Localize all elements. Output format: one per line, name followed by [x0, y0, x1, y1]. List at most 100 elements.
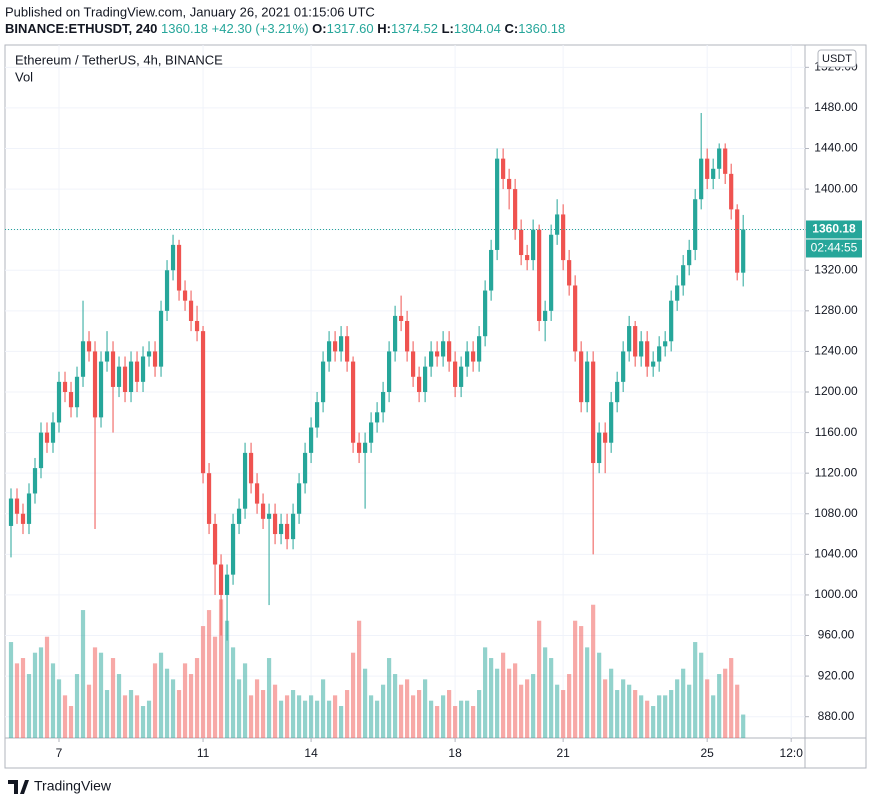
volume-bar — [681, 668, 686, 738]
volume-bar — [597, 652, 602, 738]
candle-body — [398, 315, 404, 321]
candle-body — [585, 361, 590, 403]
candle-body — [615, 381, 620, 403]
volume-bar — [140, 706, 146, 738]
candle-body — [657, 346, 662, 362]
volume-bar — [627, 684, 632, 738]
volume-bar — [194, 658, 200, 738]
volume-bar — [320, 679, 326, 738]
volume-bar — [657, 695, 662, 738]
volume-bar — [218, 599, 224, 738]
y-tick-label: 1040.00 — [814, 547, 858, 561]
volume-bar — [356, 620, 362, 738]
candle-body — [681, 265, 686, 286]
candle-body — [374, 412, 380, 423]
volume-bar — [332, 695, 338, 738]
volume-bar — [459, 700, 464, 738]
candle-body — [182, 290, 188, 301]
ohlc-label: C: — [504, 21, 518, 36]
candle-body — [368, 422, 374, 443]
volume-bar — [447, 690, 452, 738]
candle-body — [56, 381, 62, 423]
candle-body — [453, 361, 458, 387]
volume-bar — [417, 690, 422, 738]
candle-body — [116, 366, 122, 387]
plot — [5, 45, 805, 738]
volume-bar — [489, 658, 494, 738]
candle-body — [513, 189, 518, 230]
candle-body — [549, 234, 554, 311]
candle-body — [92, 351, 98, 418]
volume-bar — [477, 690, 482, 738]
volume-bar — [579, 626, 584, 738]
candle-body — [639, 341, 644, 357]
candle-body — [278, 523, 284, 535]
volume-bar — [260, 690, 266, 738]
candle-body — [206, 473, 212, 524]
volume-bar — [38, 647, 44, 738]
candle-body — [380, 392, 386, 413]
volume-bar — [507, 668, 512, 738]
footer-brand: TradingView — [34, 778, 112, 794]
ohlc-label: O: — [312, 21, 326, 36]
volume-bar — [242, 663, 248, 738]
volume-bar — [705, 679, 710, 738]
candle-body — [74, 376, 80, 408]
volume-bar — [471, 706, 476, 738]
candle-body — [591, 361, 596, 464]
candle-body — [669, 300, 674, 342]
candle-body — [417, 376, 422, 393]
volume-bar — [116, 674, 122, 738]
volume-bar — [68, 706, 74, 738]
change: +42.30 (+3.21%) — [212, 21, 309, 36]
x-tick-label: 11 — [197, 746, 210, 760]
volume-bar — [122, 695, 128, 738]
volume-bar — [531, 674, 536, 738]
candle-body — [164, 270, 170, 311]
chart-title: Ethereum / TetherUS, 4h, BINANCE — [15, 52, 223, 67]
y-tick-label: 960.00 — [818, 628, 855, 642]
volume-bar — [158, 652, 164, 738]
candle-body — [579, 351, 584, 403]
volume-bar — [609, 668, 614, 738]
volume-bar — [44, 636, 50, 738]
ohlc-value: 1360.18 — [518, 21, 565, 36]
candle-body — [62, 381, 68, 393]
volume-bar — [693, 642, 698, 738]
candle-body — [344, 336, 350, 362]
y-tick-label: 1160.00 — [815, 425, 858, 439]
volume-bar — [675, 679, 680, 738]
candle-body — [44, 432, 50, 443]
y-tick-label: 880.00 — [818, 709, 855, 723]
volume-bar — [519, 684, 524, 738]
volume-bar — [513, 663, 518, 738]
volume-bar — [723, 668, 728, 738]
volume-bar — [32, 652, 38, 738]
candle-body — [146, 351, 152, 357]
candle-body — [507, 178, 512, 190]
y-tick-label: 1240.00 — [814, 344, 858, 358]
candle-body — [423, 366, 428, 393]
candle-body — [170, 244, 176, 271]
volume-bar — [591, 604, 596, 738]
candle-body — [489, 249, 494, 291]
volume-bar — [483, 647, 488, 738]
volume-bar — [555, 684, 560, 738]
candle-body — [711, 168, 716, 179]
last-price-label: 1360.18 — [812, 222, 856, 236]
overlay: 1520.001480.001440.001400.001360.001320.… — [56, 49, 862, 760]
candle-body — [729, 173, 734, 210]
symbol: BINANCE:ETHUSDT, 240 — [5, 21, 157, 36]
volume-bar — [152, 663, 158, 738]
candle-body — [627, 326, 632, 352]
candle-body — [200, 331, 206, 474]
volume-bar — [423, 679, 428, 738]
candle-body — [543, 310, 548, 321]
volume-bar — [212, 636, 218, 738]
volume-bar — [230, 647, 236, 738]
volume-bar — [350, 652, 356, 738]
candle-body — [326, 341, 332, 362]
candle-body — [350, 361, 356, 443]
volume-bar — [200, 626, 206, 738]
y-tick-label: 1120.00 — [815, 465, 858, 479]
